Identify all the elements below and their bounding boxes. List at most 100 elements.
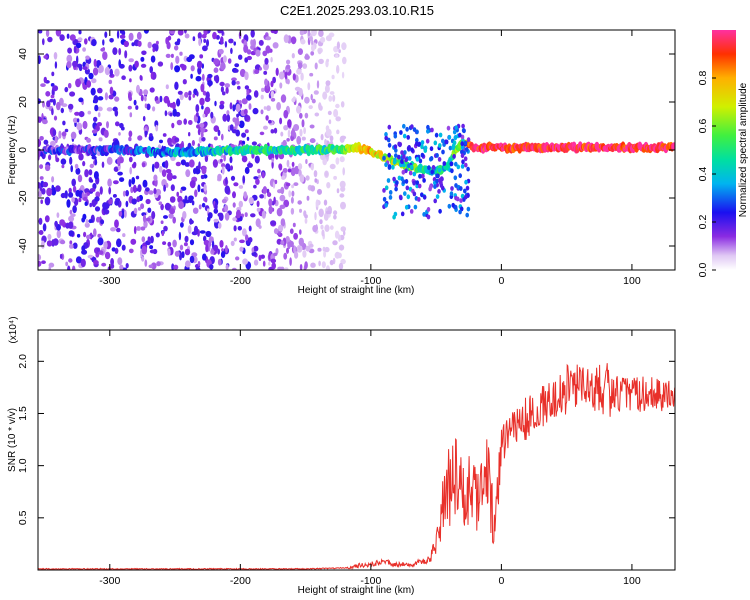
noise-cell — [81, 217, 86, 223]
noise-cell — [271, 262, 277, 270]
noise-cell — [255, 218, 261, 228]
noise-cell — [86, 80, 92, 88]
noise-cell — [313, 90, 319, 95]
noise-cell — [142, 179, 148, 188]
noise-cell — [114, 68, 120, 77]
scatter-cell — [438, 208, 442, 214]
noise-cell — [248, 237, 253, 243]
noise-cell — [44, 196, 51, 206]
scatter-cell — [449, 161, 454, 167]
noise-cell — [304, 214, 308, 219]
noise-cell — [329, 259, 334, 266]
noise-cell — [127, 91, 132, 101]
noise-cell — [176, 119, 183, 126]
scatter-cell — [425, 138, 430, 144]
noise-cell — [147, 236, 151, 243]
noise-cell — [197, 128, 201, 136]
noise-cell — [220, 158, 223, 163]
scatter-cell — [417, 197, 421, 202]
noise-cell — [204, 155, 209, 162]
noise-cell — [196, 112, 199, 117]
scatter-cell — [429, 146, 434, 152]
noise-cell — [261, 210, 266, 219]
noise-cell — [39, 136, 44, 141]
noise-cell — [122, 190, 126, 197]
scatter-cell — [412, 180, 416, 186]
noise-cell — [43, 139, 49, 145]
scatter-cell — [388, 195, 393, 200]
noise-cell — [121, 30, 126, 36]
noise-cell — [104, 66, 110, 76]
noise-cell — [241, 132, 247, 138]
noise-cell — [232, 117, 237, 123]
noise-cell — [253, 245, 259, 252]
noise-cell — [268, 261, 271, 266]
noise-cell — [181, 251, 185, 259]
noise-cell — [59, 34, 65, 41]
noise-cell — [162, 241, 167, 246]
scatter-cell — [437, 157, 442, 162]
noise-cell — [279, 117, 283, 125]
noise-cell — [287, 129, 291, 138]
noise-cell — [64, 86, 69, 93]
noise-cell — [244, 166, 250, 175]
scatter-cell — [415, 180, 420, 186]
scatter-cell — [431, 165, 436, 170]
noise-cell — [188, 132, 191, 137]
noise-cell — [271, 160, 274, 169]
noise-cell — [311, 30, 317, 37]
noise-cell — [248, 197, 254, 205]
noise-cell — [160, 220, 164, 224]
noise-cell — [277, 266, 283, 270]
noise-cell — [205, 244, 209, 253]
noise-cell — [180, 222, 184, 228]
scatter-cell — [434, 132, 439, 138]
noise-cell — [141, 162, 146, 168]
noise-cell — [252, 38, 256, 48]
scatter-cell — [421, 173, 425, 179]
scatter-cell — [392, 159, 397, 165]
noise-cell — [175, 55, 180, 64]
noise-cell — [133, 226, 137, 235]
noise-cell — [140, 63, 147, 68]
noise-cell — [335, 157, 340, 165]
noise-cell — [297, 163, 303, 170]
scatter-cell — [460, 153, 465, 159]
noise-cell — [236, 80, 240, 85]
noise-cell — [148, 190, 154, 195]
scatter-cell — [430, 169, 435, 175]
noise-cell — [263, 70, 268, 75]
noise-cell — [119, 122, 124, 129]
noise-cell — [297, 62, 303, 69]
noise-cell — [174, 81, 179, 91]
noise-cell — [289, 240, 294, 248]
noise-cell — [236, 113, 240, 118]
noise-cell — [162, 133, 167, 137]
noise-cell — [84, 38, 88, 45]
noise-cell — [287, 119, 292, 128]
noise-cell — [155, 124, 159, 132]
noise-cell — [239, 239, 245, 244]
noise-cell — [117, 257, 123, 265]
noise-cell — [68, 192, 74, 198]
noise-cell — [324, 138, 327, 146]
noise-cell — [322, 91, 328, 100]
noise-cell — [289, 228, 294, 234]
noise-cell — [282, 168, 288, 173]
noise-cell — [258, 254, 262, 261]
noise-cell — [320, 133, 324, 141]
noise-cell — [200, 131, 204, 138]
noise-cell — [89, 179, 94, 183]
noise-cell — [310, 262, 316, 268]
noise-cell — [244, 71, 249, 81]
noise-cell — [67, 82, 72, 89]
noise-cell — [191, 252, 198, 258]
noise-cell — [188, 120, 193, 125]
noise-cell — [325, 210, 332, 215]
noise-cell — [150, 55, 156, 63]
scatter-cell — [452, 129, 457, 135]
noise-cell — [184, 235, 189, 243]
noise-cell — [131, 177, 136, 185]
noise-cell — [52, 238, 59, 246]
noise-cell — [119, 264, 124, 270]
